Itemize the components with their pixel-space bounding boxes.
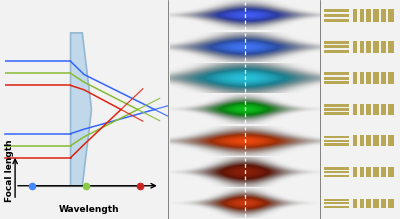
Bar [324,77,348,80]
Bar [324,143,348,146]
Bar [324,202,348,205]
Text: Focal length: Focal length [5,139,14,202]
Bar [366,9,371,22]
Bar [324,72,348,75]
Bar [373,167,378,177]
Bar [366,167,371,177]
Bar [380,135,386,146]
Bar [324,206,348,208]
Bar [366,41,371,53]
Bar [360,104,364,115]
Bar [388,72,394,84]
Bar [388,167,394,177]
Bar [366,104,371,115]
Bar [366,199,371,208]
Bar [366,72,371,84]
Bar [373,72,378,84]
Bar [353,104,358,115]
Bar [353,72,358,84]
Bar [324,50,348,53]
Bar [373,9,378,22]
Bar [380,104,386,115]
Bar [388,41,394,53]
Bar [388,199,394,208]
Bar [380,9,386,22]
Text: Wavelength: Wavelength [58,205,119,214]
Bar [380,167,386,177]
Bar [353,167,358,177]
Polygon shape [70,33,91,186]
Bar [353,135,358,146]
Bar [360,72,364,84]
Bar [324,140,348,142]
Bar [373,104,378,115]
Bar [380,72,386,84]
Bar [324,46,348,48]
Bar [324,14,348,17]
Bar [353,199,358,208]
Bar [324,167,348,170]
Bar [373,199,378,208]
Bar [388,135,394,146]
Bar [324,112,348,115]
Bar [360,9,364,22]
Bar [324,171,348,173]
Bar [324,81,348,84]
Bar [324,199,348,201]
Bar [380,199,386,208]
Bar [366,135,371,146]
Bar [353,9,358,22]
Bar [360,135,364,146]
Bar [324,19,348,22]
Bar [373,41,378,53]
Bar [324,104,348,107]
Bar [324,9,348,12]
Bar [380,41,386,53]
Bar [388,9,394,22]
Bar [353,41,358,53]
Bar [388,104,394,115]
Bar [324,108,348,111]
Bar [324,136,348,138]
Bar [324,175,348,177]
Bar [373,135,378,146]
Bar [360,167,364,177]
Bar [360,41,364,53]
Bar [324,41,348,44]
Bar [360,199,364,208]
